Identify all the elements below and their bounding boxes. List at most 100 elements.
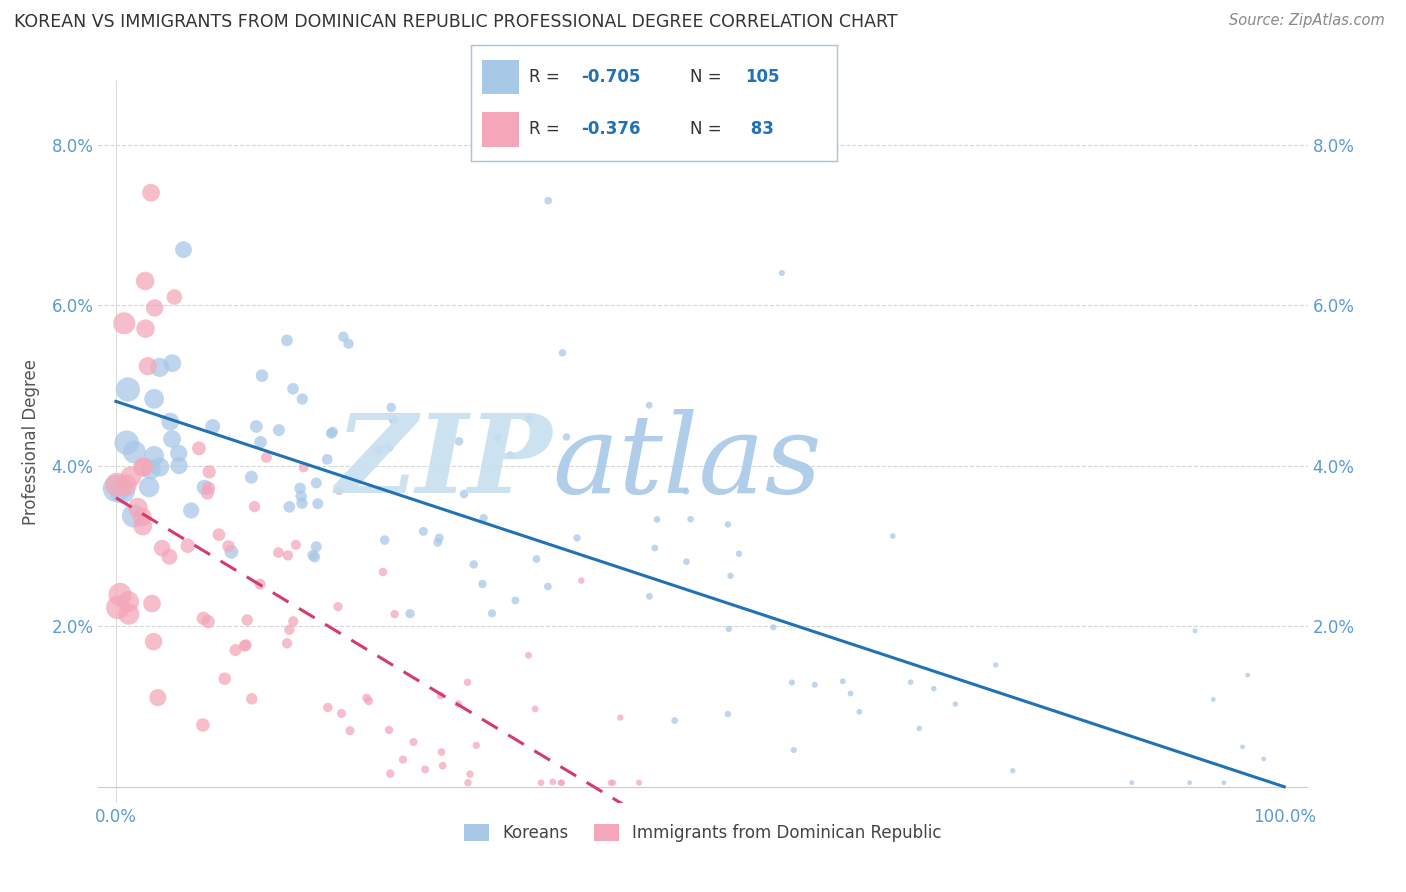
Point	[160, 432, 183, 446]
Point	[555, 430, 578, 444]
Point	[281, 382, 304, 396]
Point	[250, 368, 273, 383]
Point	[159, 549, 181, 564]
Point	[191, 718, 214, 732]
Point	[197, 486, 219, 500]
Point	[283, 614, 305, 628]
Point	[675, 484, 697, 499]
Point	[249, 435, 271, 450]
Point	[599, 776, 621, 790]
Point	[240, 470, 263, 484]
Point	[526, 552, 548, 566]
Point	[717, 706, 740, 721]
Point	[399, 607, 422, 621]
Point	[602, 776, 624, 790]
Point	[236, 613, 259, 627]
FancyBboxPatch shape	[482, 112, 519, 146]
Point	[291, 392, 314, 406]
Point	[162, 356, 184, 370]
Point	[117, 595, 139, 609]
Point	[188, 442, 211, 456]
Point	[447, 434, 470, 449]
Point	[357, 694, 380, 708]
Point	[550, 776, 572, 790]
Point	[117, 383, 139, 397]
Point	[132, 459, 155, 474]
Point	[517, 411, 540, 425]
Point	[136, 359, 159, 374]
Point	[392, 752, 415, 766]
Point	[167, 458, 190, 473]
Text: ZIP: ZIP	[335, 409, 551, 517]
Point	[1001, 764, 1024, 778]
Point	[537, 579, 560, 593]
Point	[225, 643, 247, 657]
Point	[127, 500, 149, 515]
Point	[305, 475, 328, 490]
Point	[499, 448, 522, 462]
Point	[486, 431, 509, 445]
Point	[382, 413, 405, 427]
Point	[167, 446, 190, 460]
Point	[198, 465, 221, 479]
Point	[114, 478, 136, 492]
Point	[882, 529, 904, 543]
Point	[131, 510, 153, 524]
Text: Source: ZipAtlas.com: Source: ZipAtlas.com	[1229, 13, 1385, 29]
Point	[146, 690, 169, 705]
Point	[380, 766, 402, 780]
Point	[530, 776, 553, 790]
Point	[569, 574, 592, 588]
Point	[429, 689, 451, 703]
Point	[197, 481, 219, 495]
Point	[118, 607, 141, 621]
Point	[328, 483, 350, 498]
Point	[458, 767, 481, 781]
Point	[111, 483, 134, 498]
Point	[243, 500, 266, 514]
Text: N =: N =	[690, 68, 721, 86]
Point	[108, 587, 131, 601]
Point	[139, 462, 162, 476]
Point	[316, 452, 339, 467]
Point	[413, 763, 436, 777]
Point	[1253, 752, 1275, 766]
Point	[644, 541, 666, 555]
Point	[149, 360, 172, 375]
Point	[984, 658, 1007, 673]
FancyBboxPatch shape	[482, 60, 519, 95]
Point	[316, 700, 339, 714]
Point	[138, 480, 160, 494]
Point	[457, 776, 479, 790]
Point	[134, 321, 156, 335]
Point	[378, 440, 401, 454]
Point	[380, 401, 402, 415]
Text: -0.376: -0.376	[581, 120, 640, 138]
Point	[321, 426, 343, 441]
Point	[278, 500, 301, 514]
Point	[472, 511, 495, 525]
Point	[208, 527, 231, 541]
Point	[235, 638, 257, 652]
Point	[193, 480, 215, 494]
Point	[471, 577, 494, 591]
Point	[430, 745, 453, 759]
Point	[565, 531, 588, 545]
Point	[432, 758, 454, 772]
Point	[453, 487, 475, 501]
Point	[214, 672, 236, 686]
Point	[339, 723, 361, 738]
Point	[804, 678, 827, 692]
Point	[371, 565, 394, 579]
Point	[638, 590, 661, 604]
Point	[105, 482, 128, 496]
Text: KOREAN VS IMMIGRANTS FROM DOMINICAN REPUBLIC PROFESSIONAL DEGREE CORRELATION CHA: KOREAN VS IMMIGRANTS FROM DOMINICAN REPU…	[14, 13, 897, 31]
Point	[163, 290, 186, 304]
Point	[149, 460, 172, 475]
Point	[908, 722, 931, 736]
Point	[218, 539, 240, 553]
Point	[1202, 692, 1225, 706]
Point	[457, 675, 479, 690]
Point	[172, 243, 194, 257]
Point	[302, 549, 325, 563]
